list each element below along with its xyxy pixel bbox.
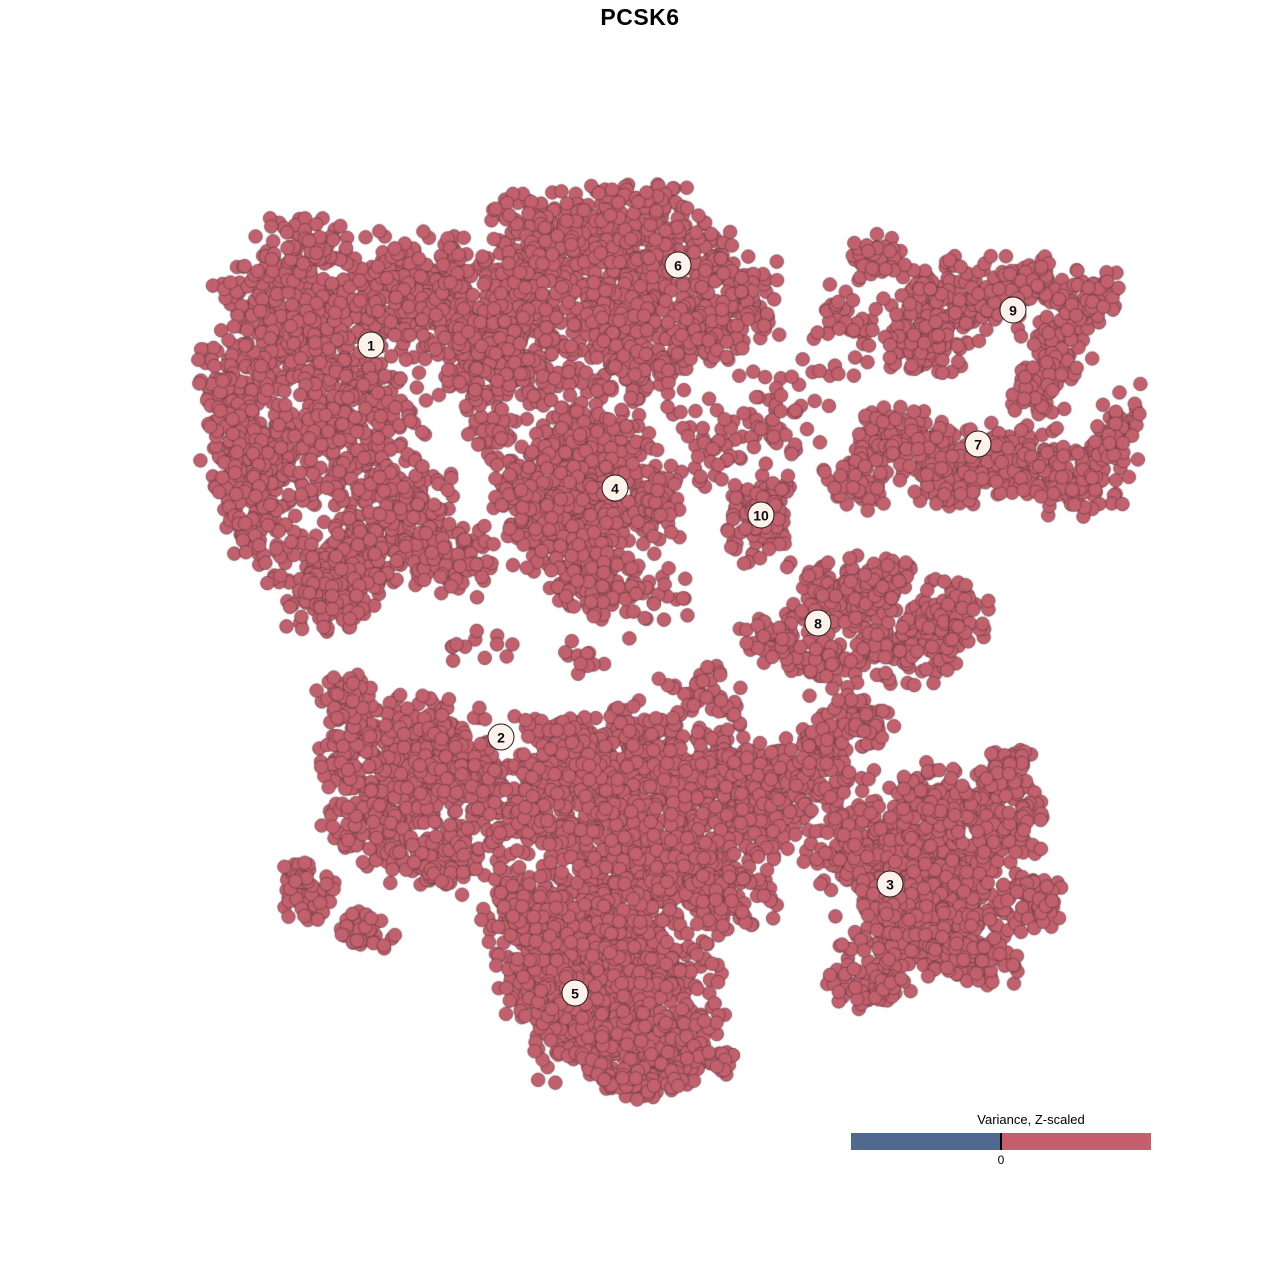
legend-zero-tick-mark [1000,1133,1002,1150]
legend-colorbar [851,1133,1151,1150]
legend-negative-half [851,1133,1001,1150]
legend-zero-label: 0 [997,1153,1005,1167]
legend-positive-half [1001,1133,1151,1150]
legend-title: Variance, Z-scaled [977,1112,1085,1127]
